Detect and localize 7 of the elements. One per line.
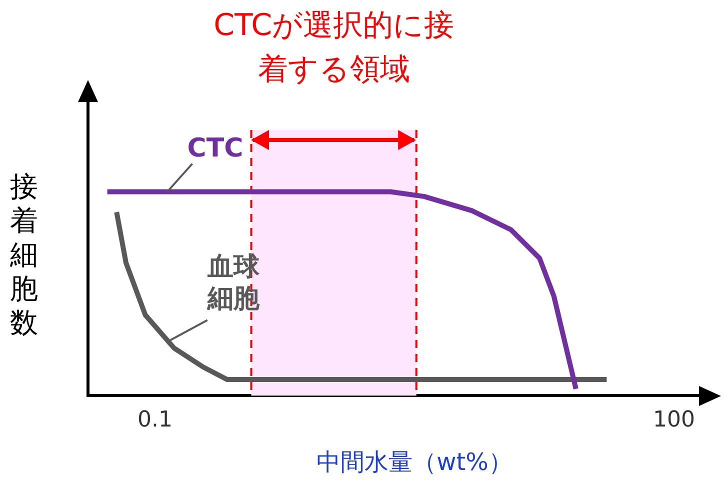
series-label: CTC	[187, 134, 244, 164]
x-tick-label: 0.1	[137, 408, 172, 433]
x-axis-title: 中間水量（wt%）	[316, 447, 512, 478]
y-axis-title: 接着細胞数	[10, 170, 39, 340]
band-label: CTCが選択的に接着する領域	[212, 7, 456, 89]
series-label: 血球細胞	[206, 252, 260, 314]
x-tick-label: 100	[653, 408, 696, 433]
